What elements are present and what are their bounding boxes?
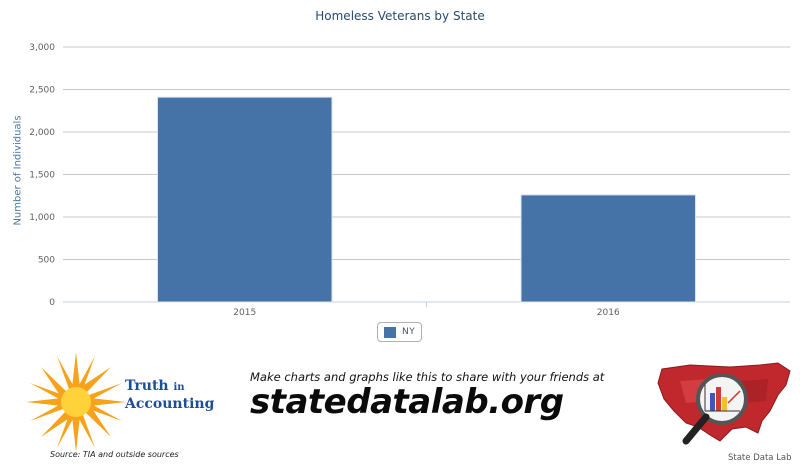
bar-ny-2016[interactable] xyxy=(520,194,696,303)
y-tick-label: 500 xyxy=(38,256,55,266)
chart-title: Homeless Veterans by State xyxy=(315,9,485,23)
bars xyxy=(157,96,696,303)
promo-url[interactable]: statedatalab.org xyxy=(250,382,564,422)
legend-swatch-ny xyxy=(384,326,396,338)
state-data-lab-logo xyxy=(657,362,791,445)
y-tick-labels: 0 500 1,000 1,500 2,000 2,500 3,000 xyxy=(29,43,55,308)
footer-banner: Truth in Accounting Source: TIA and outs… xyxy=(0,345,800,467)
y-tick-label: 1,500 xyxy=(29,171,55,181)
bar-chart: 0 500 1,000 1,500 2,000 2,500 3,000 2015 2016 xyxy=(29,43,790,318)
y-tick-label: 2,000 xyxy=(29,128,55,138)
y-tick-label: 2,500 xyxy=(29,86,55,96)
tia-logo-line1: Truth in xyxy=(125,378,185,394)
bar-ny-2015[interactable] xyxy=(157,96,333,303)
legend-label-ny: NY xyxy=(402,327,416,337)
chart-area: 0 500 1,000 1,500 2,000 2,500 3,000 2015 2016 H… xyxy=(12,9,790,342)
x-tick-label: 2016 xyxy=(597,308,620,318)
x-tick-labels: 2015 2016 xyxy=(233,302,620,318)
legend[interactable]: NY xyxy=(377,322,423,342)
promo-text: Make charts and graphs like this to shar… xyxy=(250,370,605,384)
y-axis-label: Number of Individuals xyxy=(12,115,24,226)
source-note: Source: TIA and outside sources xyxy=(50,450,179,459)
truth-in-accounting-logo xyxy=(26,352,126,452)
y-tick-label: 1,000 xyxy=(29,213,55,223)
logo-caption: State Data Lab xyxy=(728,453,792,463)
tia-logo-line2: Accounting xyxy=(125,396,215,412)
y-tick-label: 3,000 xyxy=(29,43,55,53)
x-tick-label: 2015 xyxy=(233,308,256,318)
y-tick-label: 0 xyxy=(49,298,55,308)
